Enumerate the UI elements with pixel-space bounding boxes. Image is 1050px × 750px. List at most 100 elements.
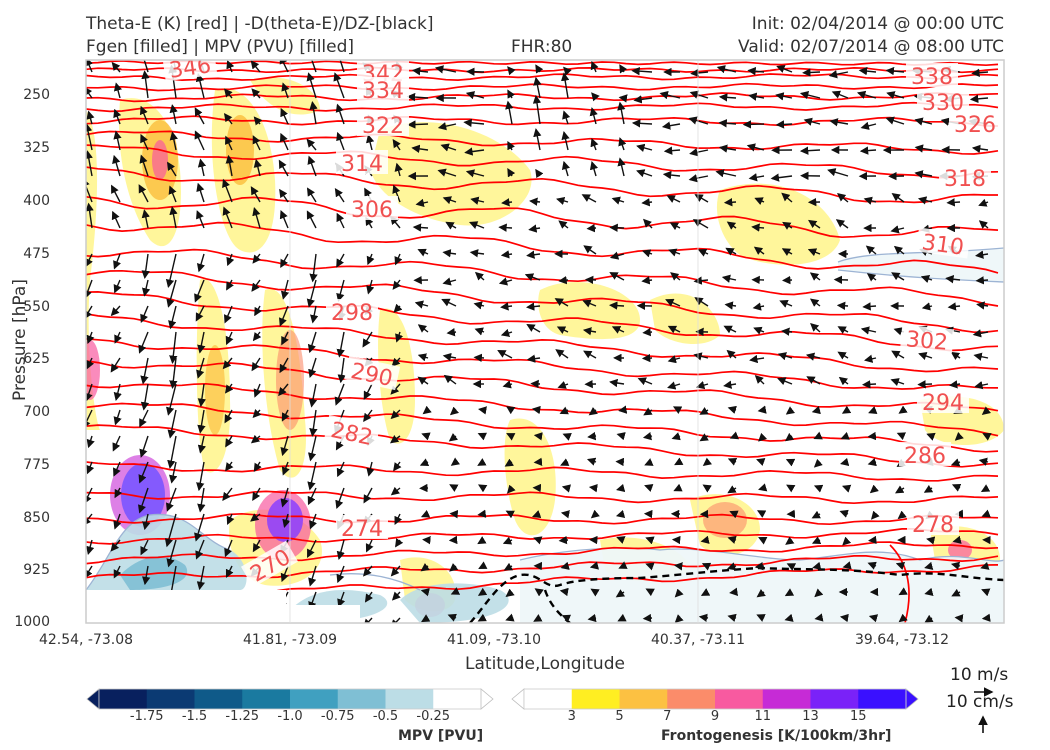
- mpv-colorbar-title: MPV [PVU]: [398, 728, 484, 744]
- theta-e-label-background: [907, 511, 959, 535]
- theta-e-contour-line: [86, 360, 999, 412]
- wind-vector: [474, 327, 485, 336]
- wind-vector: [785, 536, 795, 545]
- wind-vector: [278, 383, 289, 397]
- wind-vector: [828, 70, 849, 79]
- wind-vector: [641, 198, 653, 207]
- wind-vector: [169, 331, 178, 364]
- wind-vector: [86, 409, 93, 429]
- wind-vector: [775, 92, 793, 101]
- theta-e-label: 298: [331, 301, 373, 326]
- theta-e-label: 322: [362, 114, 404, 139]
- wind-vector: [583, 245, 597, 255]
- wind-vector: [442, 196, 457, 205]
- wind-vector: [896, 432, 907, 441]
- theta-e-label-background: [939, 165, 991, 189]
- wind-vector: [437, 122, 457, 131]
- wind-vector: [836, 301, 849, 310]
- wind-vector: [463, 118, 485, 128]
- wind-vector: [980, 561, 990, 570]
- colorbar-tick-label: 9: [710, 709, 720, 724]
- wind-vector: [784, 432, 795, 442]
- wind-vector: [810, 322, 821, 333]
- wind-vector: [412, 223, 429, 232]
- wind-vector: [718, 119, 737, 128]
- wind-vector: [803, 117, 821, 126]
- colorbar-tick-label: -1.75: [129, 709, 164, 724]
- colorbar-tick-label: 5: [615, 709, 624, 724]
- wind-vector: [251, 279, 261, 292]
- wind-vector: [898, 587, 908, 596]
- header-init-time: Init: 02/04/2014 @ 00:00 UTC: [751, 14, 1004, 34]
- wind-vector: [924, 561, 934, 570]
- wind-vector: [477, 509, 487, 518]
- wind-vector: [641, 276, 653, 285]
- wind-vector: [442, 277, 457, 286]
- wind-vector: [506, 406, 516, 415]
- wind-vector: [533, 432, 543, 441]
- wind-vector: [420, 509, 431, 518]
- wind-vector: [582, 327, 597, 336]
- wind-vector: [923, 484, 934, 493]
- wind-vector: [222, 357, 233, 370]
- theta-e-label-background: [900, 324, 955, 354]
- wind-vector: [867, 458, 877, 467]
- wind-vector: [504, 458, 514, 467]
- wind-vector: [449, 406, 460, 416]
- wind-vector: [164, 513, 177, 548]
- wind-vector: [752, 302, 765, 311]
- wind-vector: [975, 276, 989, 285]
- wind-vector: [561, 614, 572, 623]
- wind-vector: [716, 65, 737, 74]
- wind-vector: [886, 91, 905, 100]
- wind-vector: [420, 563, 430, 572]
- wind-vector: [336, 131, 345, 151]
- wind-vector: [559, 587, 569, 597]
- wind-vector: [477, 613, 487, 622]
- theta-e-label-background: [917, 389, 969, 413]
- wind-vector: [478, 406, 488, 415]
- wind-vector: [729, 587, 739, 596]
- wind-vector: [631, 66, 653, 76]
- wind-vector: [756, 458, 766, 466]
- wind-vector: [636, 143, 653, 152]
- wind-vector: [477, 536, 487, 545]
- wind-vector: [308, 383, 318, 408]
- wind-vector: [307, 331, 317, 354]
- wind-vector: [949, 380, 961, 389]
- wind-vector: [308, 565, 317, 587]
- wind-vector: [978, 220, 989, 229]
- wind-vector: [891, 272, 905, 281]
- wind-vector: [644, 484, 654, 492]
- wind-vector: [898, 405, 908, 414]
- wind-vector: [746, 143, 765, 152]
- wind-vector: [529, 197, 541, 206]
- wind-vector: [226, 60, 235, 73]
- wind-vector: [411, 66, 429, 76]
- wind-vector: [195, 73, 205, 99]
- wind-vector: [501, 198, 513, 207]
- wind-vector: [811, 510, 821, 519]
- wind-vector: [616, 483, 626, 493]
- wind-vector: [841, 405, 852, 414]
- theta-e-contour-line: [86, 195, 999, 239]
- wind-vector: [758, 432, 768, 442]
- wind-vector: [727, 485, 737, 494]
- wind-vector: [450, 457, 461, 466]
- wind-vector: [694, 297, 709, 307]
- wind-vector: [812, 561, 822, 570]
- theta-e-contour-line: [86, 382, 999, 437]
- wind-vector: [309, 253, 318, 283]
- wind-vector: [114, 331, 122, 344]
- wind-vector: [417, 353, 429, 362]
- header-left-line1: Theta-E (K) [red] | -D(theta-E)/DZ-[blac…: [86, 14, 434, 34]
- wind-vector: [726, 221, 737, 230]
- wind-vector: [973, 352, 989, 361]
- wind-vector: [643, 218, 653, 229]
- wind-vector: [692, 219, 709, 229]
- wind-vector: [280, 253, 289, 269]
- wind-vector: [696, 381, 709, 390]
- wind-vector: [280, 487, 289, 508]
- wind-vector: [307, 461, 317, 491]
- wind-vector: [642, 327, 653, 337]
